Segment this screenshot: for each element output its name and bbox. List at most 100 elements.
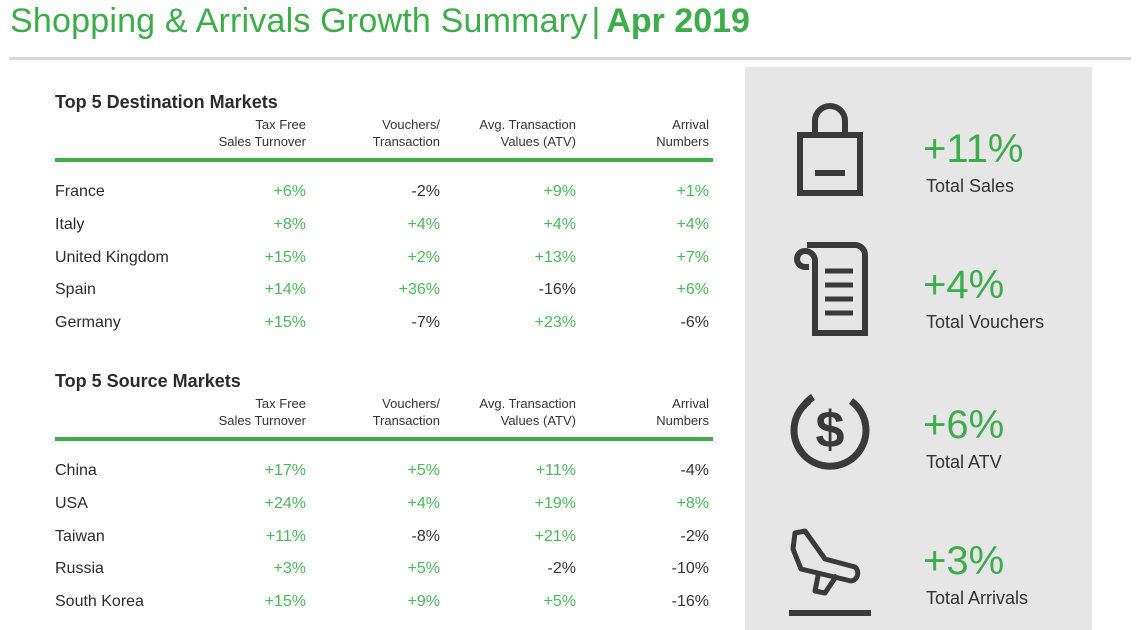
table-body: France +6% -2% +9% +1% Italy +8% +4% +4% +4% Unite… <box>55 176 713 340</box>
growth-value: +5% <box>407 462 440 479</box>
growth-value: +13% <box>534 248 576 266</box>
growth-value: +19% <box>534 494 576 512</box>
col-header-sales-turnover: Tax Free Sales Turnover <box>218 117 306 149</box>
growth-value: -6% <box>680 314 709 332</box>
growth-value: +5% <box>543 593 576 611</box>
growth-value: -2% <box>547 560 576 578</box>
growth-value: +23% <box>534 314 576 332</box>
growth-value: +3% <box>273 560 306 578</box>
table-row: Russia +3% +5% -2% -10% <box>55 553 713 586</box>
table-row: France +6% -2% +9% +1% <box>55 176 713 209</box>
table-body: China +17% +5% +11% -4% USA +24% +4% +19% +8% Taiw… <box>55 455 713 619</box>
table-row: United Kingdom +15% +2% +13% +7% <box>55 242 713 275</box>
growth-value: +1% <box>676 183 709 200</box>
col-header-sales-turnover: Tax Free Sales Turnover <box>218 396 306 428</box>
destination-markets-title: Top 5 Destination Markets <box>55 92 278 112</box>
growth-value: +21% <box>534 527 576 545</box>
growth-value: +6% <box>273 183 306 200</box>
table-row: China +17% +5% +11% -4% <box>55 455 713 488</box>
table-row: Germany +15% -7% +23% -6% <box>55 307 713 340</box>
title-separator: | <box>591 2 601 40</box>
kpi-value: +3% <box>923 539 1005 583</box>
growth-value: +8% <box>676 494 709 512</box>
market-name: China <box>55 462 97 479</box>
col-header-arrivals: Arrival Numbers <box>656 117 709 149</box>
col-header-vouchers: Vouchers/ Transaction <box>372 117 440 149</box>
market-name: Taiwan <box>55 527 105 545</box>
growth-value: -16% <box>671 593 709 611</box>
market-name: United Kingdom <box>55 248 169 266</box>
market-name: France <box>55 183 105 200</box>
kpi-label: Total ATV <box>926 452 1002 472</box>
growth-value: +4% <box>543 215 576 233</box>
table-row: Italy +8% +4% +4% +4% <box>55 209 713 242</box>
growth-value: +6% <box>676 281 709 299</box>
growth-value: +11% <box>265 527 306 545</box>
growth-value: +14% <box>264 281 306 299</box>
market-name: USA <box>55 494 88 512</box>
growth-value: +17% <box>264 462 306 479</box>
kpi-value: +6% <box>923 403 1005 447</box>
market-name: Italy <box>55 215 85 233</box>
market-name: Spain <box>55 281 96 299</box>
growth-value: +4% <box>676 215 709 233</box>
table-row: South Korea +15% +9% +5% -16% <box>55 586 713 619</box>
table-row: USA +24% +4% +19% +8% <box>55 488 713 521</box>
table-row: Taiwan +11% -8% +21% -2% <box>55 521 713 554</box>
growth-value: -10% <box>671 560 709 578</box>
page-title: Shopping & Arrivals Growth Summary <box>10 2 588 40</box>
growth-value: +15% <box>264 593 306 611</box>
growth-value: -8% <box>411 527 440 545</box>
growth-value: -4% <box>680 462 709 479</box>
col-header-vouchers: Vouchers/ Transaction <box>372 396 440 428</box>
market-name: South Korea <box>55 593 144 611</box>
kpi-summary-panel: +11% Total Sales +4% Total Vouchers $ +6… <box>745 67 1092 630</box>
growth-value: +9% <box>407 593 440 611</box>
column-headers: Tax Free Sales Turnover Vouchers/ Transa… <box>55 393 713 437</box>
table-row: Spain +14% +36% -16% +6% <box>55 274 713 307</box>
kpi-total-arrivals: +3% Total Arrivals <box>745 499 1092 619</box>
market-name: Germany <box>55 314 121 332</box>
kpi-total-sales: +11% Total Sales <box>745 87 1092 207</box>
kpi-value: +4% <box>923 263 1005 307</box>
destination-markets-table: Top 5 Destination Markets Tax Free Sales… <box>55 90 713 340</box>
growth-value: +2% <box>407 248 440 266</box>
kpi-label: Total Arrivals <box>926 588 1029 608</box>
growth-value: +7% <box>676 248 709 266</box>
shopping-bag-icon <box>797 103 863 196</box>
header-divider <box>9 57 1131 60</box>
kpi-label: Total Sales <box>926 176 1015 196</box>
growth-value: -7% <box>411 314 440 332</box>
growth-value: +4% <box>407 215 440 233</box>
growth-value: +24% <box>264 494 306 512</box>
kpi-label: Total Vouchers <box>926 312 1045 332</box>
plane-landing-icon <box>789 528 871 616</box>
growth-value: -16% <box>538 281 576 299</box>
dollar-coin-icon: $ <box>790 394 870 470</box>
kpi-total-atv: $ +6% Total ATV <box>745 363 1092 483</box>
report-date: Apr 2019 <box>606 2 750 40</box>
page-header: Shopping & Arrivals Growth Summary | Apr… <box>10 2 750 44</box>
header-green-bar <box>55 437 713 441</box>
growth-value: -2% <box>411 183 440 200</box>
col-header-atv: Avg. Transaction Values (ATV) <box>479 117 576 149</box>
growth-value: -2% <box>680 527 709 545</box>
growth-value: +9% <box>543 183 576 200</box>
growth-value: +15% <box>264 314 306 332</box>
growth-value: +5% <box>407 560 440 578</box>
growth-value: +15% <box>264 248 306 266</box>
header-green-bar <box>55 158 713 162</box>
source-markets-title: Top 5 Source Markets <box>55 371 241 391</box>
kpi-total-vouchers: +4% Total Vouchers <box>745 223 1092 343</box>
receipt-icon <box>793 242 868 336</box>
growth-value: +4% <box>407 494 440 512</box>
market-name: Russia <box>55 560 104 578</box>
kpi-value: +11% <box>923 127 1024 171</box>
col-header-arrivals: Arrival Numbers <box>656 396 709 428</box>
growth-value: +11% <box>535 462 576 479</box>
source-markets-table: Top 5 Source Markets Tax Free Sales Turn… <box>55 369 713 619</box>
svg-text:$: $ <box>816 401 845 459</box>
growth-value: +8% <box>273 215 306 233</box>
col-header-atv: Avg. Transaction Values (ATV) <box>479 396 576 428</box>
growth-value: +36% <box>398 281 440 299</box>
